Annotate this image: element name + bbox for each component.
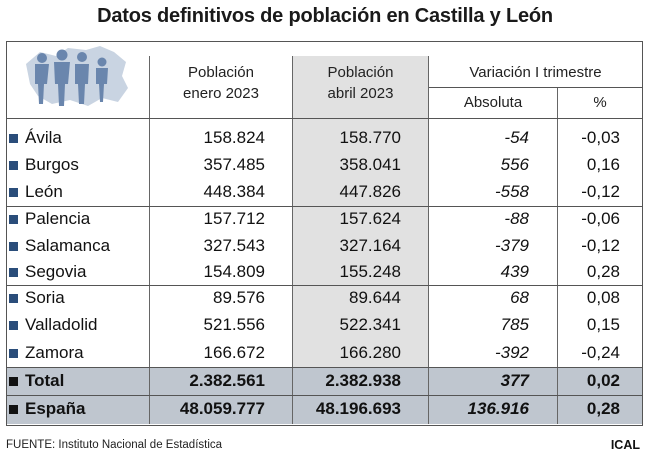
cell-absoluta: 439 (500, 262, 529, 281)
source-note: FUENTE: Instituto Nacional de Estadístic… (6, 439, 223, 451)
row-label: Segovia (25, 262, 87, 281)
cell-pct: 0,08 (586, 288, 620, 307)
table-frame (6, 41, 643, 426)
row-label: Salamanca (25, 236, 111, 255)
row-label: España (25, 399, 86, 418)
row-bullet-icon (9, 321, 18, 330)
cell-absoluta: -379 (494, 236, 529, 255)
cell-abril: 166.280 (339, 343, 401, 362)
cell-pct: -0,03 (581, 128, 620, 147)
row-label: Burgos (25, 155, 79, 174)
people-on-map-icon (26, 46, 128, 106)
cell-pct: 0,28 (586, 399, 620, 418)
cell-abril: 158.770 (339, 128, 401, 147)
header-poblacion-abril: Población abril 2023 (327, 64, 394, 102)
cell-pct: 0,16 (586, 155, 620, 174)
cell-abril: 48.196.693 (315, 399, 401, 418)
cell-enero: 327.543 (203, 236, 265, 255)
col-divider (557, 88, 558, 424)
cell-enero: 166.672 (203, 343, 265, 362)
cell-pct: 0,28 (586, 262, 620, 281)
header-variacion: Variación I trimestre (469, 64, 602, 81)
cell-abril: 447.826 (339, 182, 401, 201)
cell-pct: -0,12 (581, 236, 620, 255)
cell-enero: 448.384 (203, 182, 265, 201)
row-bullet-icon (9, 377, 18, 386)
cell-pct: 0,02 (586, 371, 620, 390)
abril-column-shade (292, 56, 428, 368)
cell-enero: 521.556 (203, 315, 265, 334)
row-label: León (25, 182, 63, 201)
row-label: Ávila (25, 128, 62, 147)
cell-absoluta: -392 (494, 343, 529, 362)
cell-absoluta: 377 (500, 371, 529, 390)
subheader-divider (429, 87, 642, 88)
cell-enero: 89.576 (213, 288, 265, 307)
group-divider (7, 206, 642, 207)
group-divider (7, 285, 642, 286)
table-title: Datos definitivos de población en Castil… (97, 5, 553, 27)
cell-enero: 48.059.777 (179, 399, 265, 418)
header-poblacion-enero: Población enero 2023 (183, 64, 259, 102)
cell-pct: 0,15 (586, 315, 620, 334)
cell-absoluta: -88 (504, 209, 529, 228)
cell-enero: 158.824 (203, 128, 265, 147)
cell-enero: 357.485 (203, 155, 265, 174)
cell-enero: 154.809 (203, 262, 265, 281)
col-divider (428, 56, 429, 424)
cell-abril: 522.341 (339, 315, 401, 334)
cell-abril: 89.644 (349, 288, 401, 307)
cell-abril: 327.164 (339, 236, 401, 255)
col-divider (292, 56, 293, 424)
cell-absoluta: -54 (504, 128, 529, 147)
cell-absoluta: -558 (494, 182, 529, 201)
row-bullet-icon (9, 268, 18, 277)
cell-enero: 2.382.561 (189, 371, 265, 390)
header-absoluta: Absoluta (463, 94, 523, 111)
cell-pct: -0,12 (581, 182, 620, 201)
row-label: Soria (25, 288, 65, 307)
cell-abril: 2.382.938 (325, 371, 401, 390)
cell-absoluta: 556 (500, 155, 529, 174)
row-bullet-icon (9, 161, 18, 170)
col-divider (149, 56, 150, 424)
brand-label: ICAL (610, 438, 640, 452)
row-bullet-icon (9, 242, 18, 251)
row-bullet-icon (9, 188, 18, 197)
cell-abril: 155.248 (339, 262, 401, 281)
cell-enero: 157.712 (203, 209, 265, 228)
group-divider (7, 395, 642, 396)
row-label: Zamora (25, 343, 84, 362)
group-divider (7, 367, 642, 368)
row-bullet-icon (9, 215, 18, 224)
header-divider (7, 118, 642, 119)
cell-abril: 157.624 (339, 209, 401, 228)
row-label: Valladolid (25, 315, 98, 334)
cell-abril: 358.041 (339, 155, 401, 174)
row-bullet-icon (9, 294, 18, 303)
cell-absoluta: 785 (500, 315, 529, 334)
cell-pct: -0,06 (581, 209, 620, 228)
row-label: Total (25, 371, 65, 390)
totals-band (7, 368, 642, 424)
row-bullet-icon (9, 405, 18, 414)
row-label: Palencia (25, 209, 91, 228)
cell-absoluta: 136.916 (467, 399, 529, 418)
row-bullet-icon (9, 349, 18, 358)
cell-absoluta: 68 (510, 288, 529, 307)
cell-pct: -0,24 (581, 343, 620, 362)
row-bullet-icon (9, 134, 18, 143)
header-pct: % (593, 94, 607, 111)
